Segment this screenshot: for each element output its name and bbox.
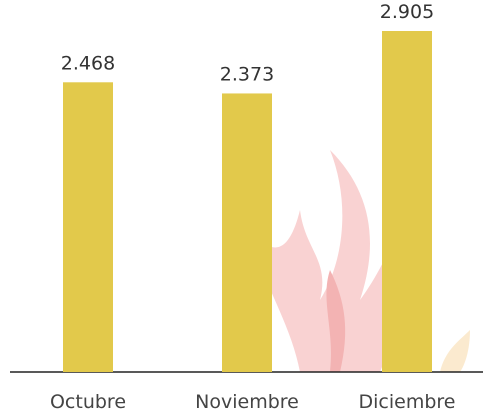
bar bbox=[63, 82, 113, 372]
bar bbox=[382, 31, 432, 372]
value-label: 2.468 bbox=[61, 52, 115, 74]
page: 2.468 Octubre 2.373 Noviembre 2.905 Diciembre… bbox=[0, 0, 483, 416]
background-decoration bbox=[250, 150, 470, 372]
value-label: 2.905 bbox=[380, 1, 434, 23]
chart: 2.468 Octubre 2.373 Noviembre 2.905 Diciembre bbox=[0, 0, 483, 416]
x-tick-label: Diciembre bbox=[359, 391, 456, 413]
x-tick-label: Noviembre bbox=[195, 391, 299, 413]
x-tick-label: Octubre bbox=[50, 391, 126, 413]
bar bbox=[222, 93, 272, 372]
value-label: 2.373 bbox=[220, 63, 274, 85]
